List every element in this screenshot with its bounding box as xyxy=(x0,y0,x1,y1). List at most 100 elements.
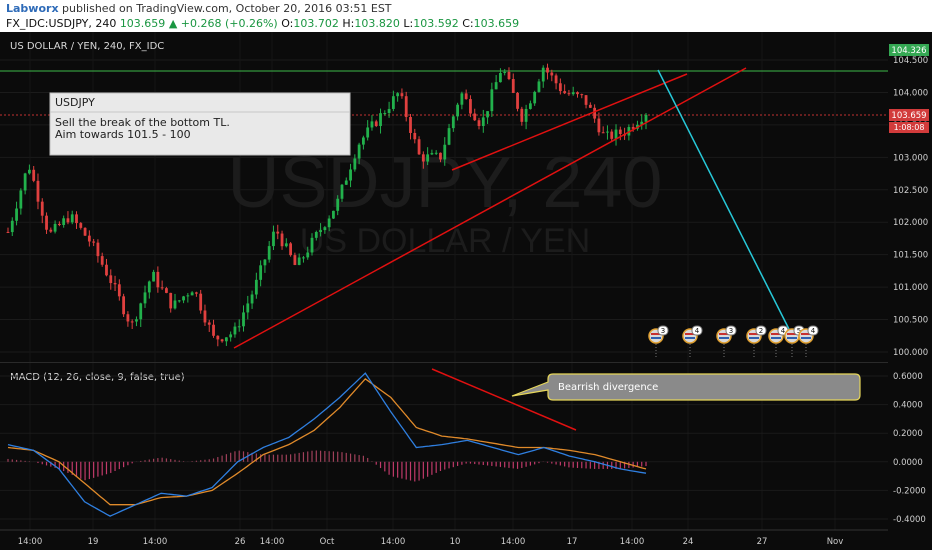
badge-count-bg xyxy=(755,325,767,336)
macd-tick-label: -0.2000 xyxy=(893,486,926,496)
candle-down xyxy=(75,214,78,224)
event-badge[interactable]: 3 xyxy=(648,325,669,358)
time-tick-label: 27 xyxy=(757,537,768,547)
macd-signal-line xyxy=(7,378,647,506)
event-badge[interactable]: 3 xyxy=(716,325,737,358)
candle-up xyxy=(237,326,241,328)
target-projection-line[interactable] xyxy=(657,69,795,340)
macd-line xyxy=(7,372,647,517)
candle-up xyxy=(357,144,361,159)
low-value: 103.592 xyxy=(413,17,459,30)
annotation-box[interactable]: USDJPY Sell the break of the bottom TL. … xyxy=(49,92,351,156)
candle-down xyxy=(601,132,605,134)
candle-down xyxy=(96,242,100,257)
macd-tick-label: -0.4000 xyxy=(893,515,926,525)
event-badge[interactable]: 4 xyxy=(768,325,789,358)
symbol-ohlc-line: FX_IDC:USDJPY, 240 103.659 ▲ +0.268 (+0.… xyxy=(6,17,519,30)
candle-down xyxy=(610,131,614,139)
candle-up xyxy=(186,295,190,297)
candle-down xyxy=(507,71,511,80)
time-tick-label: 14:00 xyxy=(18,537,43,547)
flag-stripe xyxy=(749,333,759,335)
candle-down xyxy=(79,223,83,228)
event-badge[interactable]: 4 xyxy=(798,325,819,358)
candle-down xyxy=(122,296,126,315)
candle-down xyxy=(57,223,61,225)
candle-down xyxy=(400,93,404,97)
candle-up xyxy=(460,93,464,105)
flag-stripe xyxy=(685,337,695,339)
candle-down xyxy=(49,229,53,232)
candle-down xyxy=(520,108,524,122)
low-label: L: xyxy=(403,17,414,30)
candle-up xyxy=(387,108,391,114)
candle-down xyxy=(113,283,117,285)
candle-up xyxy=(224,337,228,342)
candle-up xyxy=(383,113,387,115)
badge-count: 4 xyxy=(781,327,786,335)
candle-up xyxy=(143,292,147,304)
badge-count: 3 xyxy=(661,327,665,335)
price-tick-label: 102.000 xyxy=(893,218,928,228)
event-badge[interactable]: 2 xyxy=(746,325,767,358)
price-tick-label: 104.000 xyxy=(893,88,928,98)
candle-up xyxy=(284,243,288,247)
candle-down xyxy=(289,243,293,256)
upper-trendline[interactable] xyxy=(451,73,688,171)
candle-up xyxy=(323,227,327,231)
author-name[interactable]: Labworx xyxy=(6,2,59,15)
time-tick-label: 26 xyxy=(235,537,246,547)
divergence-callout[interactable]: Bearrish divergence xyxy=(511,373,861,401)
bottom-trendline[interactable] xyxy=(233,67,747,349)
candle-down xyxy=(6,231,10,233)
candle-up xyxy=(62,218,66,225)
flag-stripe xyxy=(801,333,811,335)
badge-count: 5 xyxy=(797,327,801,335)
candle-down xyxy=(92,241,96,243)
candle-down xyxy=(100,256,104,265)
candle-up xyxy=(537,81,541,92)
price-tick-label: 101.500 xyxy=(893,251,928,261)
candle-down xyxy=(40,201,44,216)
candle-up xyxy=(182,296,185,301)
candle-up xyxy=(229,334,233,338)
candle-up xyxy=(370,121,374,128)
event-badge[interactable]: 4 xyxy=(682,325,703,358)
price-tick-label: 100.000 xyxy=(893,348,928,358)
candle-down xyxy=(404,96,408,118)
flag-stripe xyxy=(719,337,729,339)
flag-stripe xyxy=(787,337,797,339)
price-change: ▲ +0.268 (+0.26%) xyxy=(168,17,278,30)
candle-down xyxy=(105,264,108,276)
candle-down xyxy=(421,154,425,162)
candle-up xyxy=(147,281,151,293)
candle-down xyxy=(117,284,121,297)
time-tick-label: Oct xyxy=(320,537,335,547)
open-label: O: xyxy=(281,17,294,30)
candle-up xyxy=(640,121,644,125)
event-badges[interactable]: 3 4 3 2 4 5 4 xyxy=(648,325,819,358)
candle-up xyxy=(524,108,528,122)
candle-down xyxy=(593,107,597,119)
badge-count-bg xyxy=(657,325,669,336)
candle-up xyxy=(490,89,494,112)
time-axis-ticks: 14:00 19 14:00 26 14:00 Oct 14:00 10 14:00 17 14:0… xyxy=(18,537,844,547)
candle-up xyxy=(486,111,489,118)
candle-up xyxy=(152,271,155,282)
price-tick-label: 104.500 xyxy=(893,56,928,66)
divergence-line[interactable] xyxy=(431,368,577,431)
time-tick-label: 14:00 xyxy=(260,537,285,547)
flag-stripe xyxy=(719,333,729,335)
candle-down xyxy=(195,292,198,294)
price-tick-label: 103.000 xyxy=(893,153,928,163)
time-axis[interactable] xyxy=(0,530,932,550)
candle-up xyxy=(319,230,322,232)
chart-area[interactable]: USDJPY, 240 US DOLLAR / YEN USDJPY Sell … xyxy=(0,32,932,550)
candle-down xyxy=(409,117,412,133)
candle-down xyxy=(563,91,567,94)
candle-up xyxy=(336,198,340,211)
candle-up xyxy=(499,73,502,83)
candle-up xyxy=(306,252,310,258)
candle-up xyxy=(503,71,507,74)
time-tick-label: 14:00 xyxy=(381,537,406,547)
